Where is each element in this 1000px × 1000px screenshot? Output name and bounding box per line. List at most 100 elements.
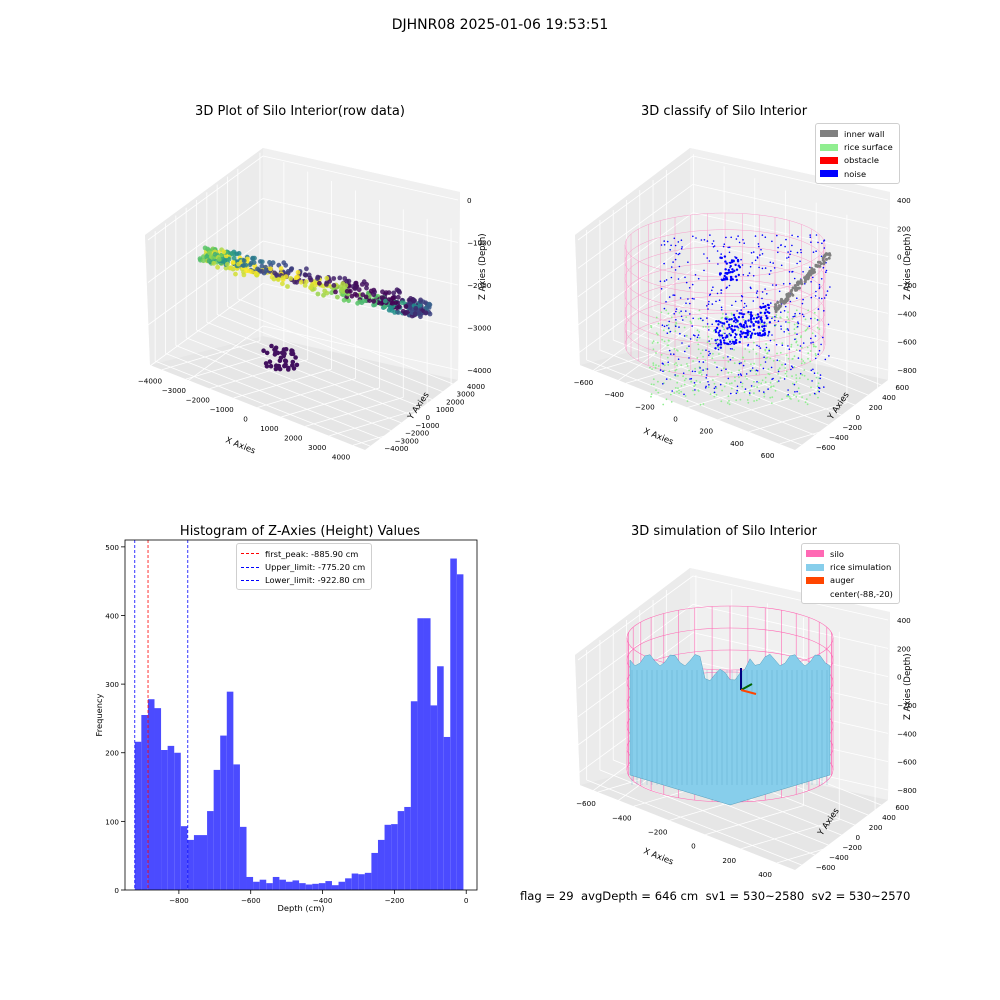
rice-surface-point: [813, 311, 816, 314]
rice-surface-point: [806, 327, 809, 330]
simulation-x-tick-label: 400: [758, 870, 772, 879]
noise-point: [799, 260, 801, 263]
histogram-bar: [187, 839, 194, 890]
noise-point: [754, 235, 757, 237]
raw-point: [294, 275, 299, 281]
rice-surface-point: [818, 319, 820, 322]
rice-surface-point: [707, 335, 710, 338]
raw-point: [380, 289, 385, 295]
inner-wall-point: [825, 257, 828, 261]
noise-point: [728, 326, 731, 329]
rice-surface-point: [769, 396, 772, 399]
noise-point: [699, 367, 701, 369]
rice-surface-point: [734, 376, 736, 379]
raw-point: [341, 297, 347, 303]
rice-surface-point: [809, 360, 812, 363]
rice-surface-point: [775, 314, 778, 316]
raw-point: [244, 268, 249, 274]
simulation-x-tick-label: 0: [691, 842, 696, 851]
rice-surface-point: [673, 392, 676, 394]
noise-point: [814, 357, 817, 360]
noise-point: [725, 368, 727, 370]
noise-point: [802, 298, 804, 301]
rice-surface-point: [653, 383, 655, 386]
hist-x-tick-label: −600: [241, 896, 261, 905]
noise-point: [810, 369, 813, 372]
noise-point: [691, 283, 694, 286]
noise-point: [774, 319, 776, 322]
raw-point: [275, 350, 281, 356]
rice-surface-point: [650, 395, 652, 398]
inner-wall-point: [790, 288, 794, 292]
noise-point: [764, 236, 767, 238]
noise-point: [737, 273, 740, 277]
raw-point: [295, 270, 301, 275]
noise-point: [725, 262, 728, 265]
noise-point: [802, 271, 804, 273]
noise-point: [718, 333, 721, 337]
raw-y-tick-label: 4000: [467, 382, 486, 391]
noise-point: [747, 274, 749, 277]
rice-surface-point: [788, 332, 791, 335]
noise-point: [746, 331, 750, 334]
noise-point: [698, 360, 701, 363]
rice-surface-point: [699, 371, 702, 374]
rice-surface-point: [761, 379, 764, 382]
noise-point: [735, 321, 737, 324]
inner-wall-point: [818, 260, 822, 264]
noise-point: [801, 302, 804, 305]
noise-point: [780, 311, 782, 313]
noise-point: [768, 273, 771, 275]
raw-data-3d-scatter: −4000−3000−2000−100001000200030004000−40…: [138, 148, 492, 461]
simulation-z-tick-label: −600: [897, 758, 917, 767]
rice-surface-point: [753, 341, 755, 344]
histogram-bar: [358, 874, 365, 890]
rice-surface-point: [767, 372, 770, 375]
rice-surface-point: [683, 326, 686, 329]
histogram-bar: [397, 811, 405, 890]
rice-surface-point: [663, 364, 666, 367]
noise-point: [714, 339, 717, 342]
noise-point: [719, 341, 723, 344]
raw-y-tick-label: −4000: [384, 444, 409, 453]
noise-point: [742, 274, 745, 276]
noise-point: [758, 266, 760, 269]
rice-surface-point: [696, 329, 699, 332]
classify-z-tick-label: −200: [897, 281, 917, 290]
noise-point: [690, 377, 693, 380]
rice-surface-point: [807, 309, 810, 312]
rice-surface-point: [739, 327, 741, 330]
raw-z-axis-label: Z Axies (Depth): [478, 233, 488, 300]
rice-surface-point: [715, 393, 718, 396]
rice-surface-point: [702, 325, 705, 328]
rice-surface-point: [809, 350, 812, 352]
rice-surface-point: [806, 403, 809, 406]
rice-surface-point: [775, 316, 778, 319]
noise-point: [705, 385, 707, 388]
raw-point: [303, 272, 309, 278]
noise-point: [760, 316, 763, 319]
rice-surface-point: [723, 328, 725, 331]
rice-surface-point: [680, 364, 683, 366]
rice-surface-point: [702, 403, 705, 405]
noise-point: [780, 244, 782, 247]
silo-swatch: [806, 550, 824, 558]
rice-surface-point: [786, 395, 788, 398]
noise-point: [743, 242, 745, 244]
classify-x-tick-label: −400: [604, 390, 624, 399]
inner-wall-point: [776, 307, 780, 311]
rice-surface-point: [816, 372, 819, 374]
noise-point: [731, 268, 734, 271]
noise-point: [825, 269, 828, 272]
simulation-y-tick-label: −200: [842, 843, 862, 852]
rice-surface-point: [728, 382, 731, 385]
noise-point: [723, 342, 726, 345]
rice-surface-point: [652, 362, 655, 364]
rice-surface-point: [795, 340, 798, 343]
rice-surface-point: [670, 316, 673, 319]
noise-point: [694, 389, 696, 391]
noise-point: [679, 332, 681, 335]
hist-x-tick-label: 0: [464, 896, 469, 905]
histogram-title: Histogram of Z-Axies (Height) Values: [179, 524, 421, 539]
noise-point: [771, 284, 774, 286]
